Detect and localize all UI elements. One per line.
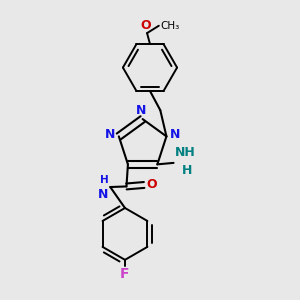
Text: N: N [136,104,146,117]
Text: H: H [100,175,109,185]
Text: N: N [105,128,115,141]
Text: NH: NH [175,146,196,159]
Text: H: H [182,164,193,177]
Text: O: O [140,19,151,32]
Text: O: O [146,178,157,191]
Text: CH₃: CH₃ [160,21,180,31]
Text: N: N [98,188,109,201]
Text: N: N [170,128,180,141]
Text: F: F [120,267,130,281]
